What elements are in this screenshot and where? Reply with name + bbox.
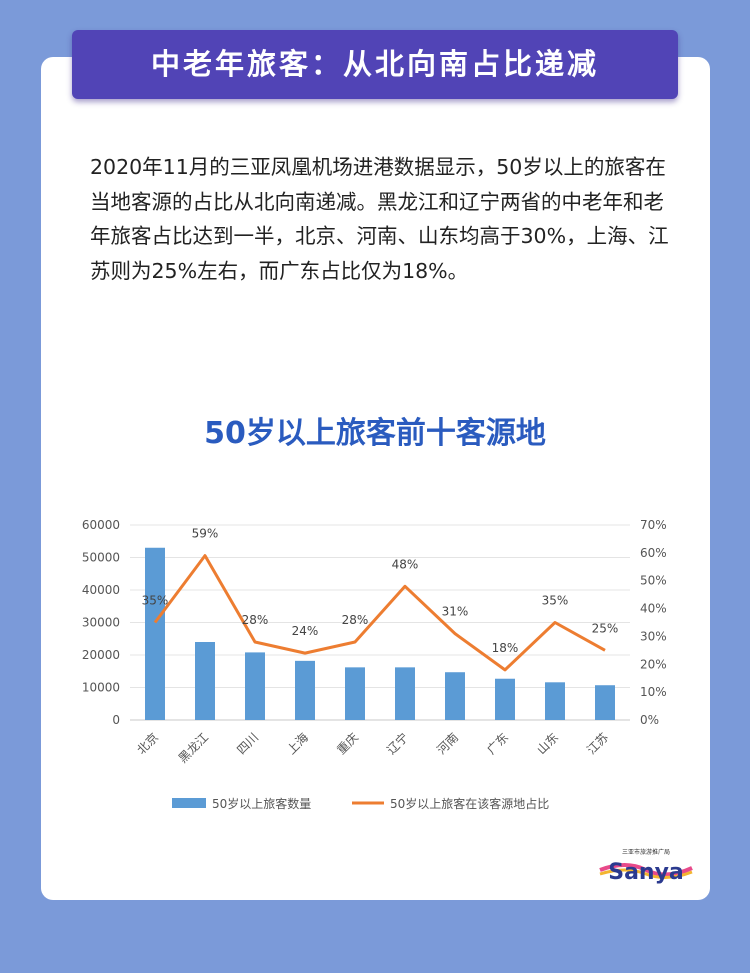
bar	[195, 642, 215, 720]
content-card	[41, 57, 710, 900]
data-label: 18%	[492, 641, 519, 655]
description-paragraph: 2020年11月的三亚凤凰机场进港数据显示，50岁以上的旅客在当地客源的占比从北…	[90, 155, 669, 283]
legend-bar-swatch	[172, 798, 206, 808]
right-axis-tick: 70%	[640, 518, 667, 532]
bar	[145, 547, 165, 720]
right-axis-tick: 60%	[640, 546, 667, 560]
data-label: 28%	[342, 613, 369, 627]
bar	[595, 685, 615, 720]
x-axis-tick: 黑龙江	[176, 730, 211, 765]
bar	[445, 672, 465, 720]
legend-line-label: 50岁以上旅客在该客源地占比	[390, 796, 549, 811]
left-axis-tick: 50000	[82, 551, 120, 565]
data-label: 35%	[542, 594, 569, 608]
x-axis-tick: 江苏	[584, 730, 611, 757]
chart-title: 50岁以上旅客前十客源地	[204, 416, 546, 451]
data-label: 59%	[192, 527, 219, 541]
x-axis-tick: 四川	[234, 730, 261, 757]
right-axis-tick: 40%	[640, 602, 667, 616]
left-axis-tick: 20000	[82, 648, 120, 662]
bar	[345, 667, 365, 720]
right-axis-tick: 20%	[640, 657, 667, 671]
logo-text: Sanya	[608, 860, 684, 885]
x-axis-tick: 山东	[534, 730, 561, 757]
bar	[295, 660, 315, 720]
data-label: 25%	[592, 621, 619, 635]
bar	[395, 667, 415, 720]
left-axis-tick: 40000	[82, 583, 120, 597]
bar	[245, 652, 265, 720]
data-label: 24%	[292, 624, 319, 638]
left-axis-tick: 10000	[82, 681, 120, 695]
sanya-logo: 三亚市旅游推广局 Sanya	[596, 846, 696, 890]
data-label: 28%	[242, 613, 269, 627]
logo-subtitle: 三亚市旅游推广局	[622, 848, 670, 856]
x-axis-tick: 上海	[284, 730, 312, 758]
right-axis-tick: 10%	[640, 685, 667, 699]
right-axis-tick: 50%	[640, 574, 667, 588]
line-series	[153, 554, 606, 672]
x-axis-tick: 北京	[134, 730, 161, 757]
data-label: 35%	[142, 594, 169, 608]
left-axis-tick: 0	[112, 713, 120, 727]
right-axis-tick: 0%	[640, 713, 659, 727]
legend-bar-label: 50岁以上旅客数量	[212, 796, 311, 811]
x-axis-tick: 辽宁	[384, 730, 412, 758]
data-label: 31%	[442, 605, 469, 619]
x-axis-tick: 河南	[434, 730, 462, 758]
right-axis-tick: 30%	[640, 629, 667, 643]
x-axis-tick: 重庆	[334, 730, 361, 757]
bar	[545, 682, 565, 720]
left-axis-tick: 30000	[82, 616, 120, 630]
banner-title: 中老年旅客：从北向南占比递减	[72, 30, 678, 99]
left-axis-tick: 60000	[82, 518, 120, 532]
bar	[495, 678, 515, 720]
data-label: 48%	[392, 557, 419, 571]
x-axis-tick: 广东	[484, 730, 511, 757]
